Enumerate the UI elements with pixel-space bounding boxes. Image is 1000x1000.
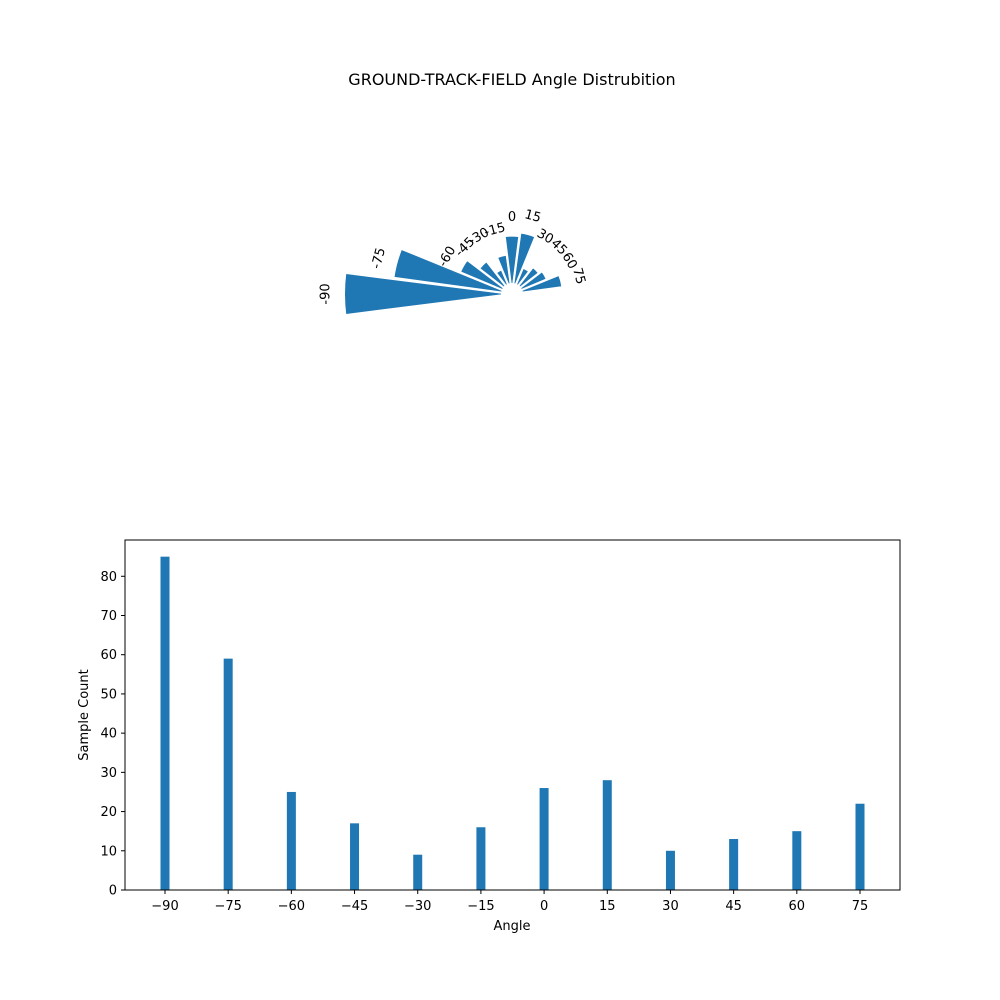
bar xyxy=(286,791,296,890)
y-tick-label: 10 xyxy=(100,844,117,859)
bar xyxy=(855,803,865,890)
polar-angle-label: 15 xyxy=(523,207,543,226)
polar-angle-label: 0 xyxy=(508,210,516,225)
y-tick-label: 30 xyxy=(100,766,117,781)
x-tick-label: −60 xyxy=(278,899,305,914)
polar-angle-label: 75 xyxy=(569,266,588,286)
y-axis-label: Sample Count xyxy=(77,669,92,760)
x-tick-label: 30 xyxy=(662,899,679,914)
y-axis-ticks: 0 10 20 30 40 50 60 70 80 xyxy=(100,570,125,899)
polar-angle-label: -15 xyxy=(483,220,507,240)
x-axis-ticks: −90 −75 −60 −45 −30 −15 0 15 30 45 60 75 xyxy=(151,890,868,914)
bar-marks xyxy=(160,556,865,890)
polar-angle-label: 30 xyxy=(534,226,556,247)
y-tick-label: 80 xyxy=(100,570,117,585)
y-tick-label: 60 xyxy=(100,648,117,663)
y-tick-label: 20 xyxy=(100,805,117,820)
x-tick-label: 15 xyxy=(599,899,616,914)
x-tick-label: 75 xyxy=(852,899,869,914)
x-tick-label: 60 xyxy=(789,899,806,914)
bar xyxy=(792,831,802,890)
bar xyxy=(413,854,423,890)
x-tick-label: −90 xyxy=(151,899,178,914)
bar xyxy=(223,658,233,890)
chart-title: GROUND-TRACK-FIELD Angle Distrubition xyxy=(348,70,675,89)
bar xyxy=(476,827,486,890)
y-tick-label: 40 xyxy=(100,727,117,742)
bar xyxy=(160,556,170,890)
polar-bar xyxy=(519,273,564,294)
bar-chart: −90 −75 −60 −45 −30 −15 0 15 30 45 60 75 0 10 20 30 40 5… xyxy=(77,539,901,934)
polar-angle-label: -90 xyxy=(319,283,334,304)
x-axis-label: Angle xyxy=(494,919,531,934)
y-tick-label: 70 xyxy=(100,609,117,624)
bar xyxy=(665,850,675,890)
x-tick-label: 0 xyxy=(540,899,548,914)
plot-frame xyxy=(124,539,901,891)
x-tick-label: −15 xyxy=(467,899,494,914)
polar-angle-label: 60 xyxy=(559,250,580,272)
x-tick-label: 45 xyxy=(725,899,742,914)
bar xyxy=(602,780,612,890)
x-tick-label: −30 xyxy=(404,899,431,914)
polar-angle-label: -75 xyxy=(369,246,389,270)
bar xyxy=(539,788,549,890)
bar xyxy=(350,823,360,890)
x-tick-label: −45 xyxy=(341,899,368,914)
bar xyxy=(729,839,739,890)
y-tick-label: 50 xyxy=(100,687,117,702)
y-tick-label: 0 xyxy=(109,884,117,899)
x-tick-label: −75 xyxy=(214,899,241,914)
